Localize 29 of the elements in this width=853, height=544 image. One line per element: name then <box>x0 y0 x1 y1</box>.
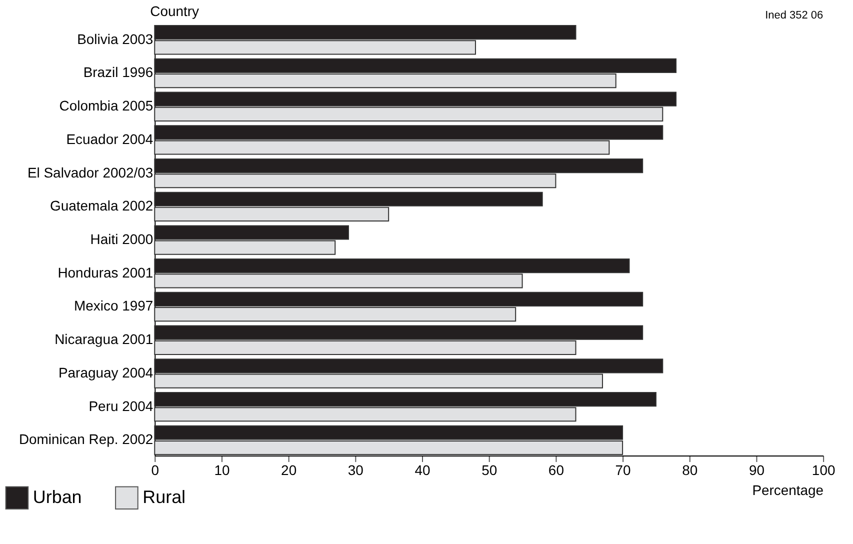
x-tick-label: 0 <box>151 462 160 478</box>
legend-label: Rural <box>142 486 186 507</box>
y-tick-label: Dominican Rep. 2002 <box>18 431 154 448</box>
x-tick-label: 60 <box>548 462 564 478</box>
y-tick-label: El Salvador 2002/03 <box>27 164 154 180</box>
y-tick-label: Mexico 1997 <box>74 298 154 314</box>
x-tick-label: 30 <box>348 462 364 478</box>
x-tick-label: 50 <box>482 462 498 478</box>
x-tick-label: 90 <box>748 462 765 478</box>
y-tick-label: Bolivia 2003 <box>77 30 154 47</box>
y-tick-label: Haiti 2000 <box>90 231 154 248</box>
legend-label: Urban <box>32 486 82 507</box>
x-tick-label: 70 <box>615 462 632 478</box>
y-tick-label: Brazil 1996 <box>83 64 154 80</box>
y-tick-label: Paraguay 2004 <box>58 364 154 380</box>
x-tick-label: 20 <box>281 462 297 478</box>
x-tick-label: 40 <box>414 462 431 478</box>
y-tick-label: Nicaragua 2001 <box>54 331 154 348</box>
y-tick-label: Honduras 2001 <box>58 264 154 280</box>
y-tick-label: Peru 2004 <box>88 398 154 414</box>
y-tick-label: Ecuador 2004 <box>66 130 154 147</box>
x-tick-label: 80 <box>682 462 698 478</box>
x-tick-label: 10 <box>214 462 230 478</box>
y-axis-title: Country <box>150 3 200 20</box>
x-tick-label: 100 <box>812 462 836 478</box>
x-axis-title: Percentage <box>752 482 824 498</box>
y-tick-label: Guatemala 2002 <box>50 198 154 214</box>
y-tick-label: Colombia 2005 <box>59 98 154 114</box>
text: Ined 352 06 <box>765 10 824 22</box>
